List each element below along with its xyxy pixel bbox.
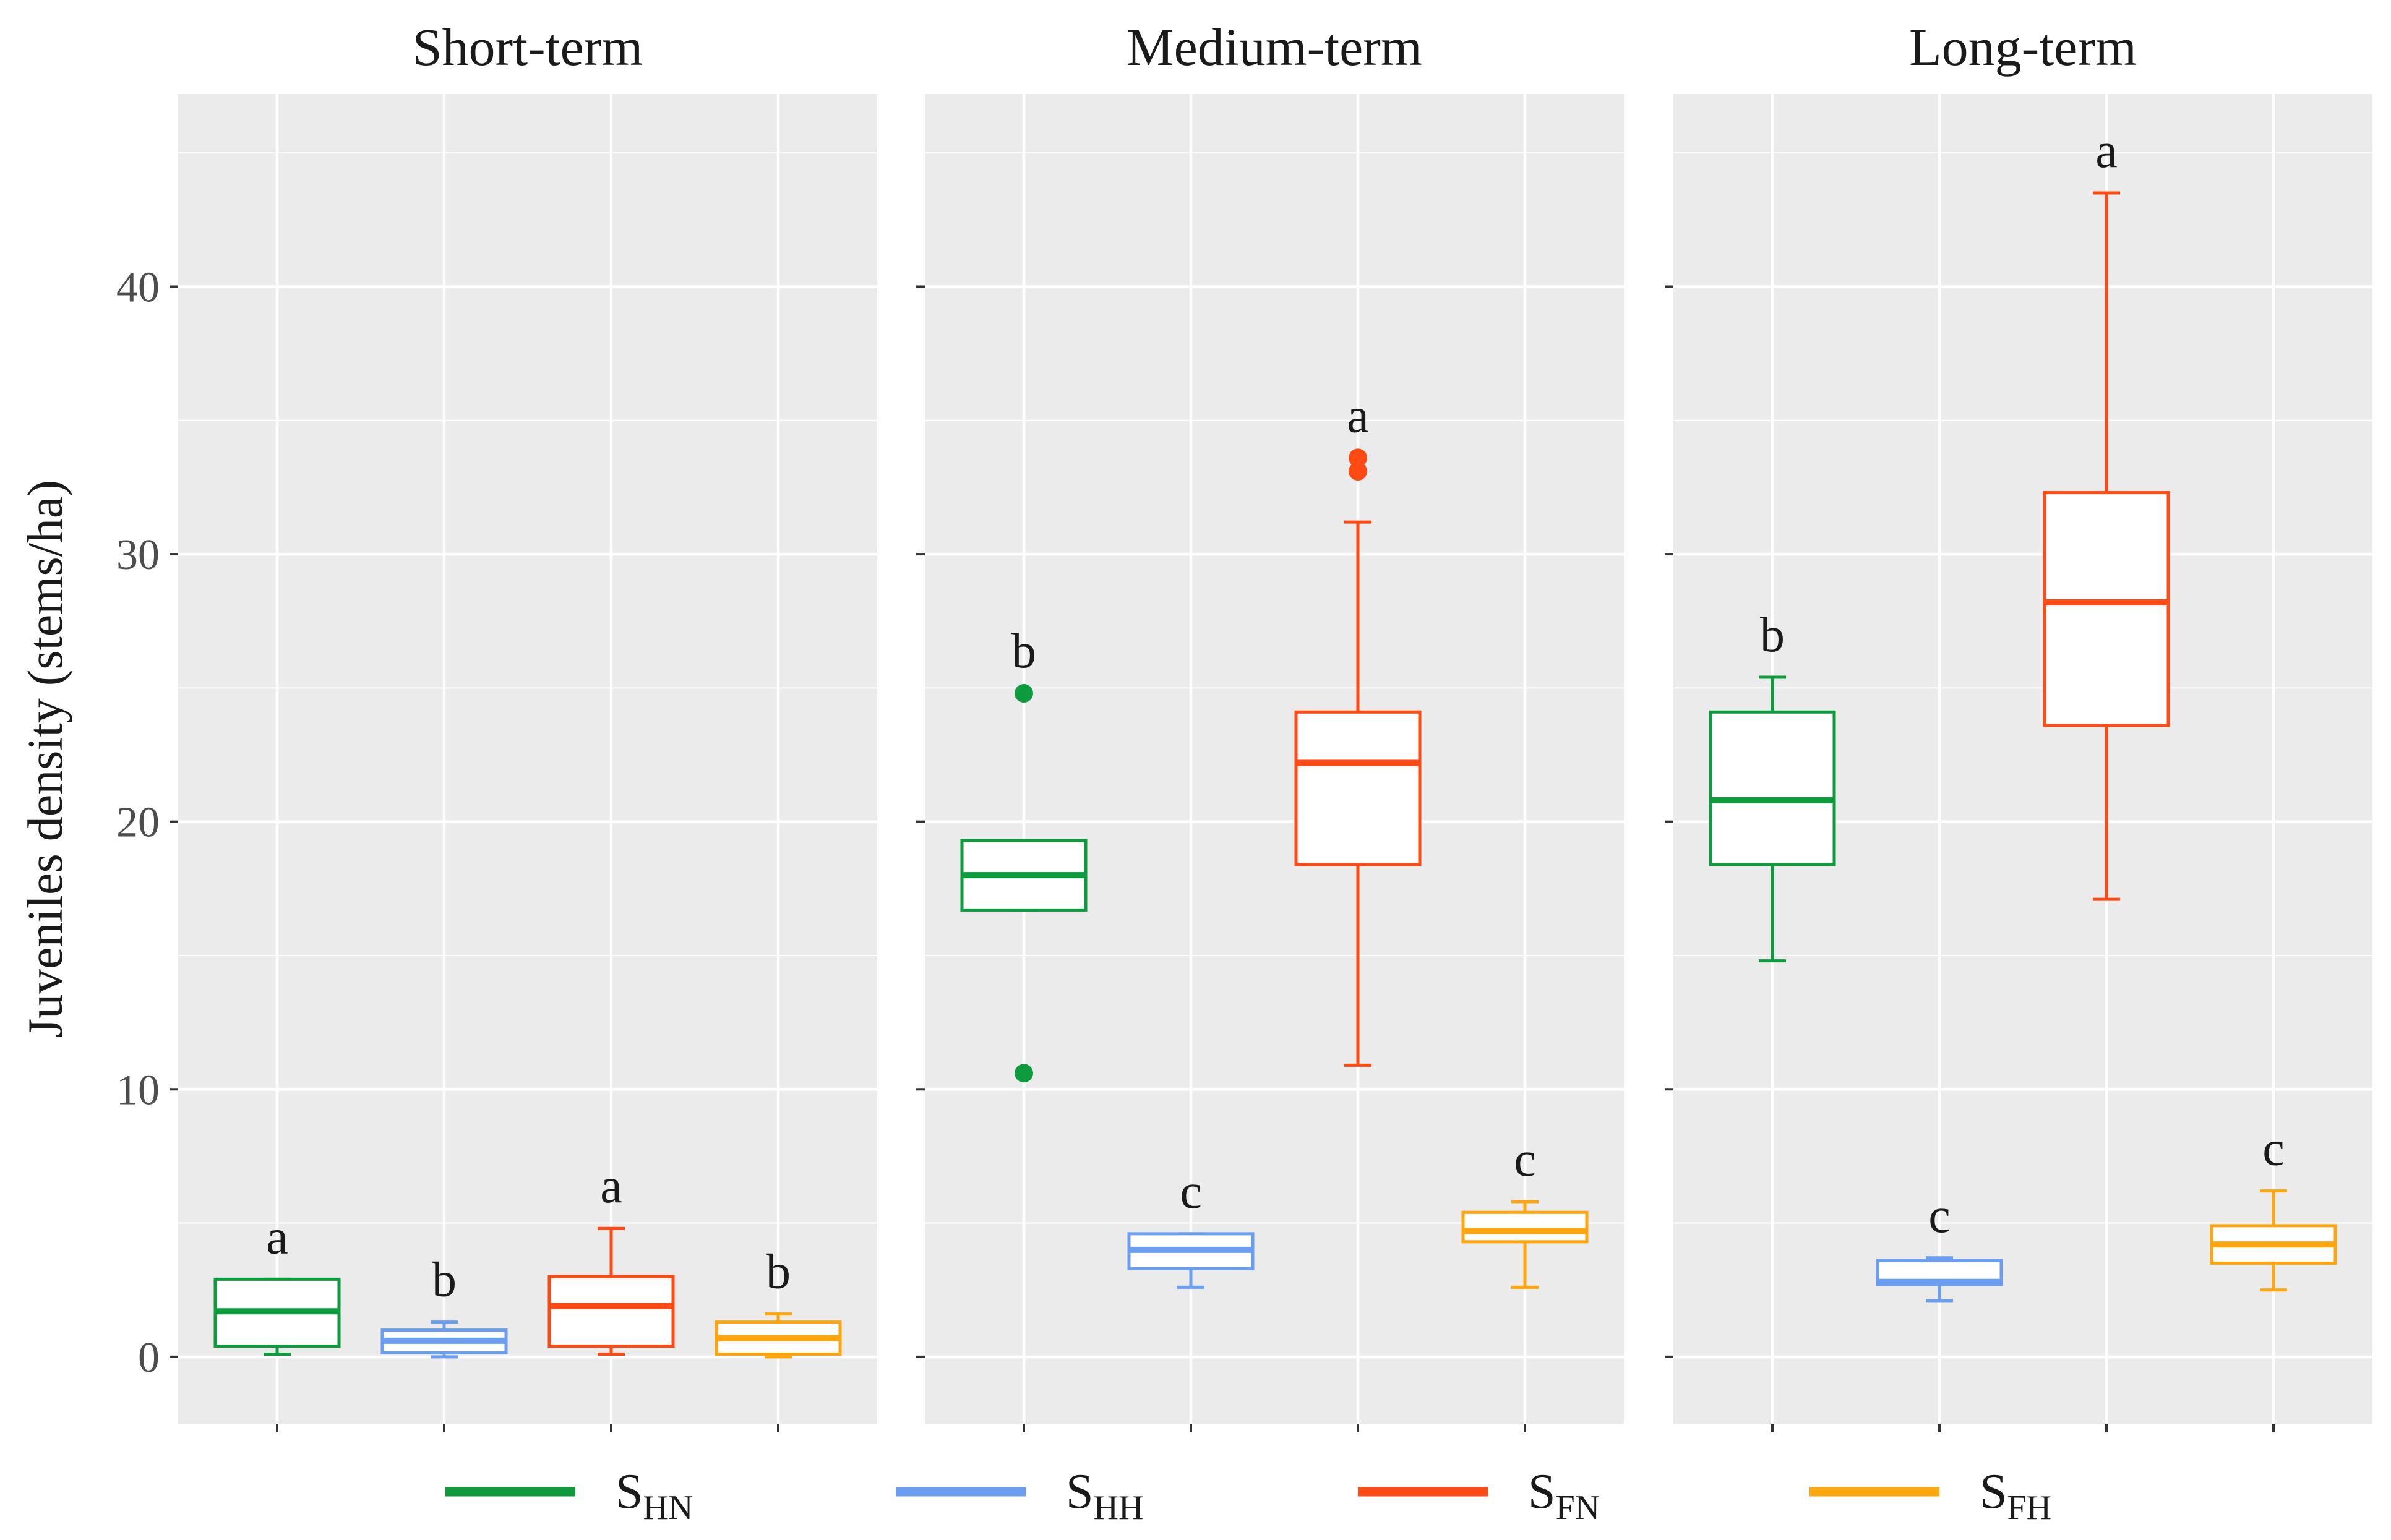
significance-letter: b [1760, 608, 1785, 662]
box-shh: c [1127, 1165, 1255, 1432]
significance-letter: c [2262, 1122, 2285, 1176]
legend-label-subscript: HN [643, 1489, 693, 1527]
box-shn: a [213, 1210, 341, 1432]
box-body [1294, 710, 1422, 866]
outlier-point [1015, 684, 1033, 703]
legend-label-base: S [1066, 1465, 1094, 1519]
significance-letter: c [1514, 1132, 1536, 1187]
legend-label-base: S [616, 1465, 643, 1519]
significance-letter: b [1011, 624, 1036, 678]
legend-label-base: S [1528, 1465, 1556, 1519]
panel-medium-term: Medium-term b c a c [916, 17, 1624, 1432]
box-sfn: a [547, 1159, 675, 1432]
panel-background [178, 94, 877, 1424]
legend-item-sfh: SFH [1809, 1465, 2051, 1527]
legend-item-shh: SHH [896, 1465, 1143, 1527]
legend-label: SFH [1980, 1465, 2051, 1527]
box-sfh: c [2210, 1122, 2337, 1432]
y-tick-label: 40 [116, 263, 160, 311]
legend-label-subscript: FH [2007, 1489, 2052, 1527]
significance-letter: c [1180, 1165, 1202, 1219]
box-body [1461, 1210, 1589, 1244]
legend-label-subscript: HH [1094, 1489, 1144, 1527]
panel-title: Short-term [413, 17, 643, 77]
legend-label: SFN [1528, 1465, 1600, 1527]
box-sfn: a [1294, 388, 1422, 1432]
y-tick-label: 0 [138, 1334, 160, 1382]
y-tick-label: 30 [116, 531, 160, 579]
y-axis: 0 10 20 30 40 [116, 263, 160, 1381]
panels-layer: Short-term a b a b Medium-term b c a c Long-term b c… [170, 17, 2372, 1432]
box-sfh: b [715, 1245, 842, 1432]
box-body [2043, 491, 2170, 727]
legend-item-sfn: SFN [1358, 1465, 1600, 1527]
y-tick-label: 20 [116, 799, 160, 847]
significance-letter: c [1928, 1189, 1951, 1243]
legend-label-base: S [1980, 1465, 2007, 1519]
significance-letter: b [432, 1253, 457, 1307]
panel-long-term: Long-term b c a c [1665, 17, 2372, 1432]
legend-label: SHN [616, 1465, 693, 1527]
box-shh: c [1876, 1189, 2003, 1432]
box-sfh: c [1461, 1132, 1589, 1432]
y-axis-title: Juveniles density (stems/ha) [19, 480, 73, 1038]
significance-letter: a [266, 1210, 288, 1264]
significance-letter: a [2095, 124, 2118, 178]
significance-letter: a [600, 1159, 622, 1213]
box-body [547, 1275, 675, 1348]
panel-background [925, 94, 1624, 1424]
panel-title: Long-term [1909, 17, 2137, 77]
box-shh: b [380, 1253, 508, 1432]
significance-letter: b [766, 1245, 791, 1299]
panel-title: Medium-term [1127, 17, 1422, 77]
significance-letter: a [1347, 388, 1369, 443]
box-shn: b [960, 624, 1088, 1432]
outlier-point [1015, 1064, 1033, 1083]
outlier-point [1349, 448, 1367, 468]
box-sfn: a [2043, 124, 2170, 1432]
box-body [1709, 710, 1836, 866]
y-tick-label: 10 [116, 1066, 160, 1114]
panel-short-term: Short-term a b a b [170, 17, 877, 1432]
legend-item-shn: SHN [445, 1465, 693, 1527]
legend-label: SHH [1066, 1465, 1143, 1527]
outlier-point [1349, 461, 1367, 481]
legend-label-subscript: FN [1556, 1489, 1600, 1527]
box-shn: b [1709, 608, 1836, 1432]
legend: SHN SHH SFN SFH [445, 1465, 2051, 1527]
